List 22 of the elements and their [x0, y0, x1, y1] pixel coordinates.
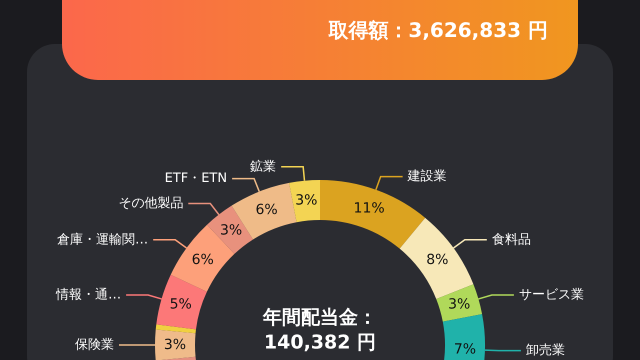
data-label: 3%	[448, 296, 470, 313]
data-label: 3%	[164, 337, 186, 353]
slice-label: 保険業	[75, 338, 114, 352]
data-label: 5%	[170, 296, 192, 313]
data-label: 11%	[354, 200, 385, 217]
slice-label: 倉庫・運輸関…	[57, 231, 148, 248]
slice-label: 情報・通…	[55, 288, 122, 303]
data-label: 7%	[454, 342, 476, 358]
slice-label: 食料品	[492, 232, 531, 248]
data-label: 3%	[220, 222, 242, 238]
data-label: 8%	[426, 252, 448, 268]
slice-label: その他製品	[118, 196, 184, 212]
data-label: 3%	[295, 192, 318, 209]
text: 年間配当金：140,382 円	[262, 306, 377, 354]
slice-label: 卸売業	[526, 343, 565, 358]
legend-label: 鉱業	[250, 159, 276, 174]
text: 取得額：3,626,833 円	[327, 18, 548, 42]
slice-label: ETF・ETN	[164, 171, 228, 186]
data-label: 6%	[192, 252, 214, 268]
data-label: 6%	[256, 202, 278, 218]
slice-label: サービス業	[518, 288, 584, 303]
slice-label: 建設業	[406, 169, 447, 184]
